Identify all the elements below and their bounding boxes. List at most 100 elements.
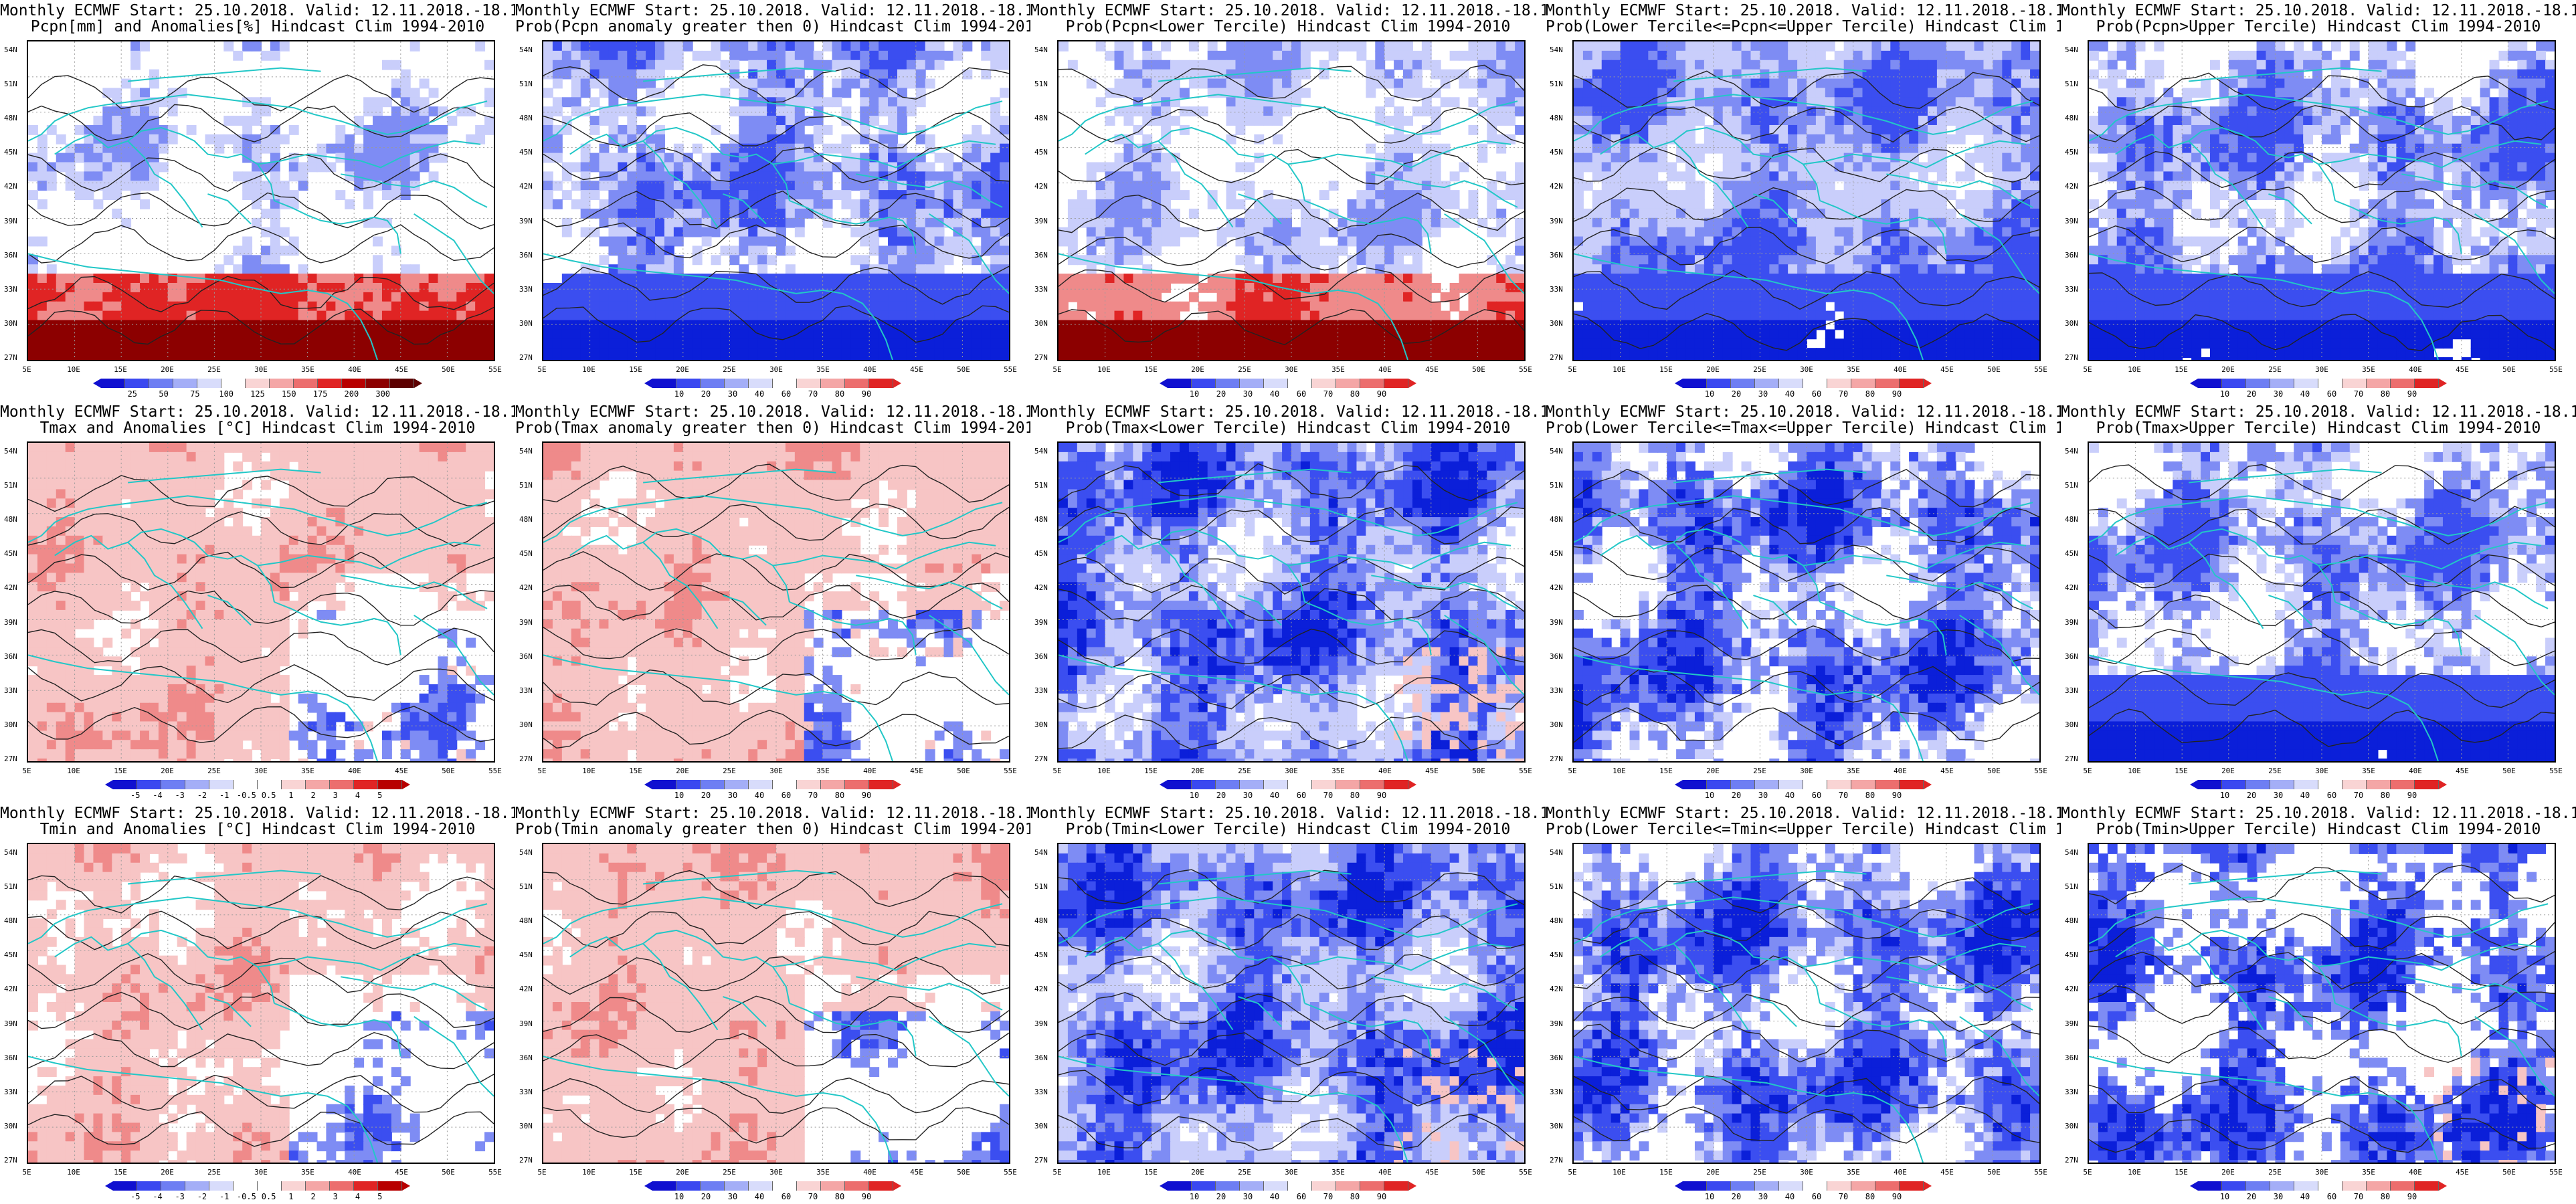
panel-title-line2: Prob(Lower Tercile<=Tmin<=Upper Tercile)… — [1546, 821, 2061, 837]
longitude-label: 25E — [723, 365, 736, 374]
latitude-label: 39N — [519, 618, 533, 627]
longitude-label: 40E — [863, 767, 877, 775]
latitude-label: 45N — [2065, 950, 2078, 959]
lat-lon-gridlines — [1059, 443, 1524, 761]
colorbar-tick-label: 10 — [674, 791, 684, 800]
longitude-label: 10E — [1613, 767, 1626, 775]
colorbar-swatch — [2391, 1181, 2415, 1191]
longitude-label: 15E — [2175, 1168, 2188, 1177]
panel-title: Monthly ECMWF Start: 25.10.2018. Valid: … — [2061, 404, 2576, 436]
colorbar-tick-label: 1 — [288, 1192, 293, 1201]
colorbar-swatch — [1827, 780, 1851, 789]
colorbar-swatch — [258, 1181, 282, 1191]
longitude-label: 10E — [2128, 767, 2141, 775]
colorbar-tick-label: 20 — [1216, 791, 1226, 800]
forecast-map — [28, 443, 494, 761]
colorbar-swatch — [1360, 379, 1384, 388]
panel-title-line1: Monthly ECMWF Start: 25.10.2018. Valid: … — [2061, 3, 2576, 19]
colorbar-swatch — [1851, 1181, 1875, 1191]
longitude-label: 30E — [769, 1168, 783, 1177]
map-frame — [542, 441, 1010, 763]
latitude-label: 54N — [2065, 848, 2078, 857]
longitude-label: 30E — [1285, 1168, 1298, 1177]
longitude-label: 20E — [676, 365, 689, 374]
panel-title: Monthly ECMWF Start: 25.10.2018. Valid: … — [515, 404, 1030, 436]
latitude-label: 45N — [2065, 549, 2078, 558]
colorbar-swatch — [1384, 780, 1408, 789]
longitude-label: 35E — [301, 1168, 314, 1177]
latitude-label: 27N — [1034, 1156, 1048, 1165]
colorbar-swatch — [652, 780, 676, 789]
longitude-label: 30E — [254, 1168, 268, 1177]
colorbar-swatch — [2294, 780, 2318, 789]
latitude-label: 54N — [519, 848, 533, 857]
colorbar-tick-label: 90 — [1892, 791, 1902, 800]
longitude-label: 55E — [1004, 365, 1017, 374]
colorbar-tick-label: 30 — [1758, 791, 1768, 800]
colorbar-swatch — [773, 780, 797, 789]
panel-title: Monthly ECMWF Start: 25.10.2018. Valid: … — [2061, 805, 2576, 837]
colorbar-swatch — [2342, 1181, 2367, 1191]
colorbar-left-arrow — [105, 780, 113, 789]
longitude-label: 35E — [2362, 1168, 2375, 1177]
latitude-label: 51N — [2065, 481, 2078, 490]
colorbar-tick-label: 60 — [781, 791, 791, 800]
colorbar-tick-label: 20 — [701, 791, 711, 800]
colorbar-tick-label: 40 — [1270, 389, 1279, 399]
latitude-label: 42N — [1550, 583, 1563, 592]
longitude-label: 20E — [1706, 365, 1720, 374]
latitude-label: 33N — [4, 285, 17, 294]
colorbar-tick-label: 70 — [808, 389, 818, 399]
latitude-label: 45N — [1034, 549, 1048, 558]
longitude-label: 20E — [161, 365, 174, 374]
longitude-label: 40E — [1894, 365, 1907, 374]
longitude-label: 10E — [67, 767, 80, 775]
colorbar-tick-label: 20 — [1216, 389, 1226, 399]
longitude-label: 45E — [1425, 767, 1439, 775]
latitude-label: 42N — [2065, 182, 2078, 191]
colorbar-tick-label: 30 — [1243, 389, 1253, 399]
colorbar-swatch — [1336, 780, 1360, 789]
colorbar-swatch — [845, 780, 869, 789]
longitude-label: 30E — [769, 767, 783, 775]
lat-lon-gridlines — [1574, 443, 2039, 761]
latitude-label: 33N — [519, 686, 533, 695]
colorbar-tick-label: 300 — [375, 389, 390, 399]
colorbar-swatch — [2391, 379, 2415, 388]
panel-title: Monthly ECMWF Start: 25.10.2018. Valid: … — [2061, 3, 2576, 35]
colorbar-left-arrow — [1160, 379, 1168, 388]
colorbar-tick-label: -2 — [197, 791, 207, 800]
colorbar-swatch — [845, 1181, 869, 1191]
latitude-label: 45N — [519, 950, 533, 959]
colorbar-tick-label: 30 — [1243, 791, 1253, 800]
colorbar-tick-label: -1 — [219, 791, 229, 800]
panel-title-line2: Prob(Tmin anomaly greater then 0) Hindca… — [515, 821, 1030, 837]
colorbar-swatch — [2318, 1181, 2342, 1191]
colorbar-swatch — [2222, 780, 2246, 789]
latitude-label: 39N — [519, 1019, 533, 1028]
latitude-label: 39N — [4, 217, 17, 225]
latitude-label: 27N — [4, 755, 17, 763]
colorbar-swatch — [845, 379, 869, 388]
shaded-field — [1574, 443, 2039, 761]
latitude-label: 42N — [1550, 182, 1563, 191]
colorbar-left-arrow — [1675, 780, 1683, 789]
latitude-label: 54N — [2065, 447, 2078, 456]
colorbar-tick-label: 90 — [1892, 389, 1902, 399]
colorbar-swatch — [282, 780, 306, 789]
longitude-label: 35E — [1331, 365, 1345, 374]
longitude-label: 45E — [910, 767, 923, 775]
coastlines — [1574, 870, 2039, 1163]
panel-title-line1: Monthly ECMWF Start: 25.10.2018. Valid: … — [515, 404, 1030, 420]
longitude-label: 50E — [442, 365, 455, 374]
forecast-map — [543, 41, 1009, 360]
forecast-map — [1574, 443, 2039, 761]
map-frame — [2088, 441, 2556, 763]
latitude-label: 45N — [4, 549, 17, 558]
colorbar-tick-label: 90 — [2407, 1192, 2417, 1201]
longitude-label: 40E — [348, 365, 361, 374]
coastlines — [543, 468, 1009, 761]
shaded-field — [1059, 443, 1524, 761]
latitude-label: 33N — [519, 285, 533, 294]
colorbar-left-arrow — [1160, 1181, 1168, 1191]
